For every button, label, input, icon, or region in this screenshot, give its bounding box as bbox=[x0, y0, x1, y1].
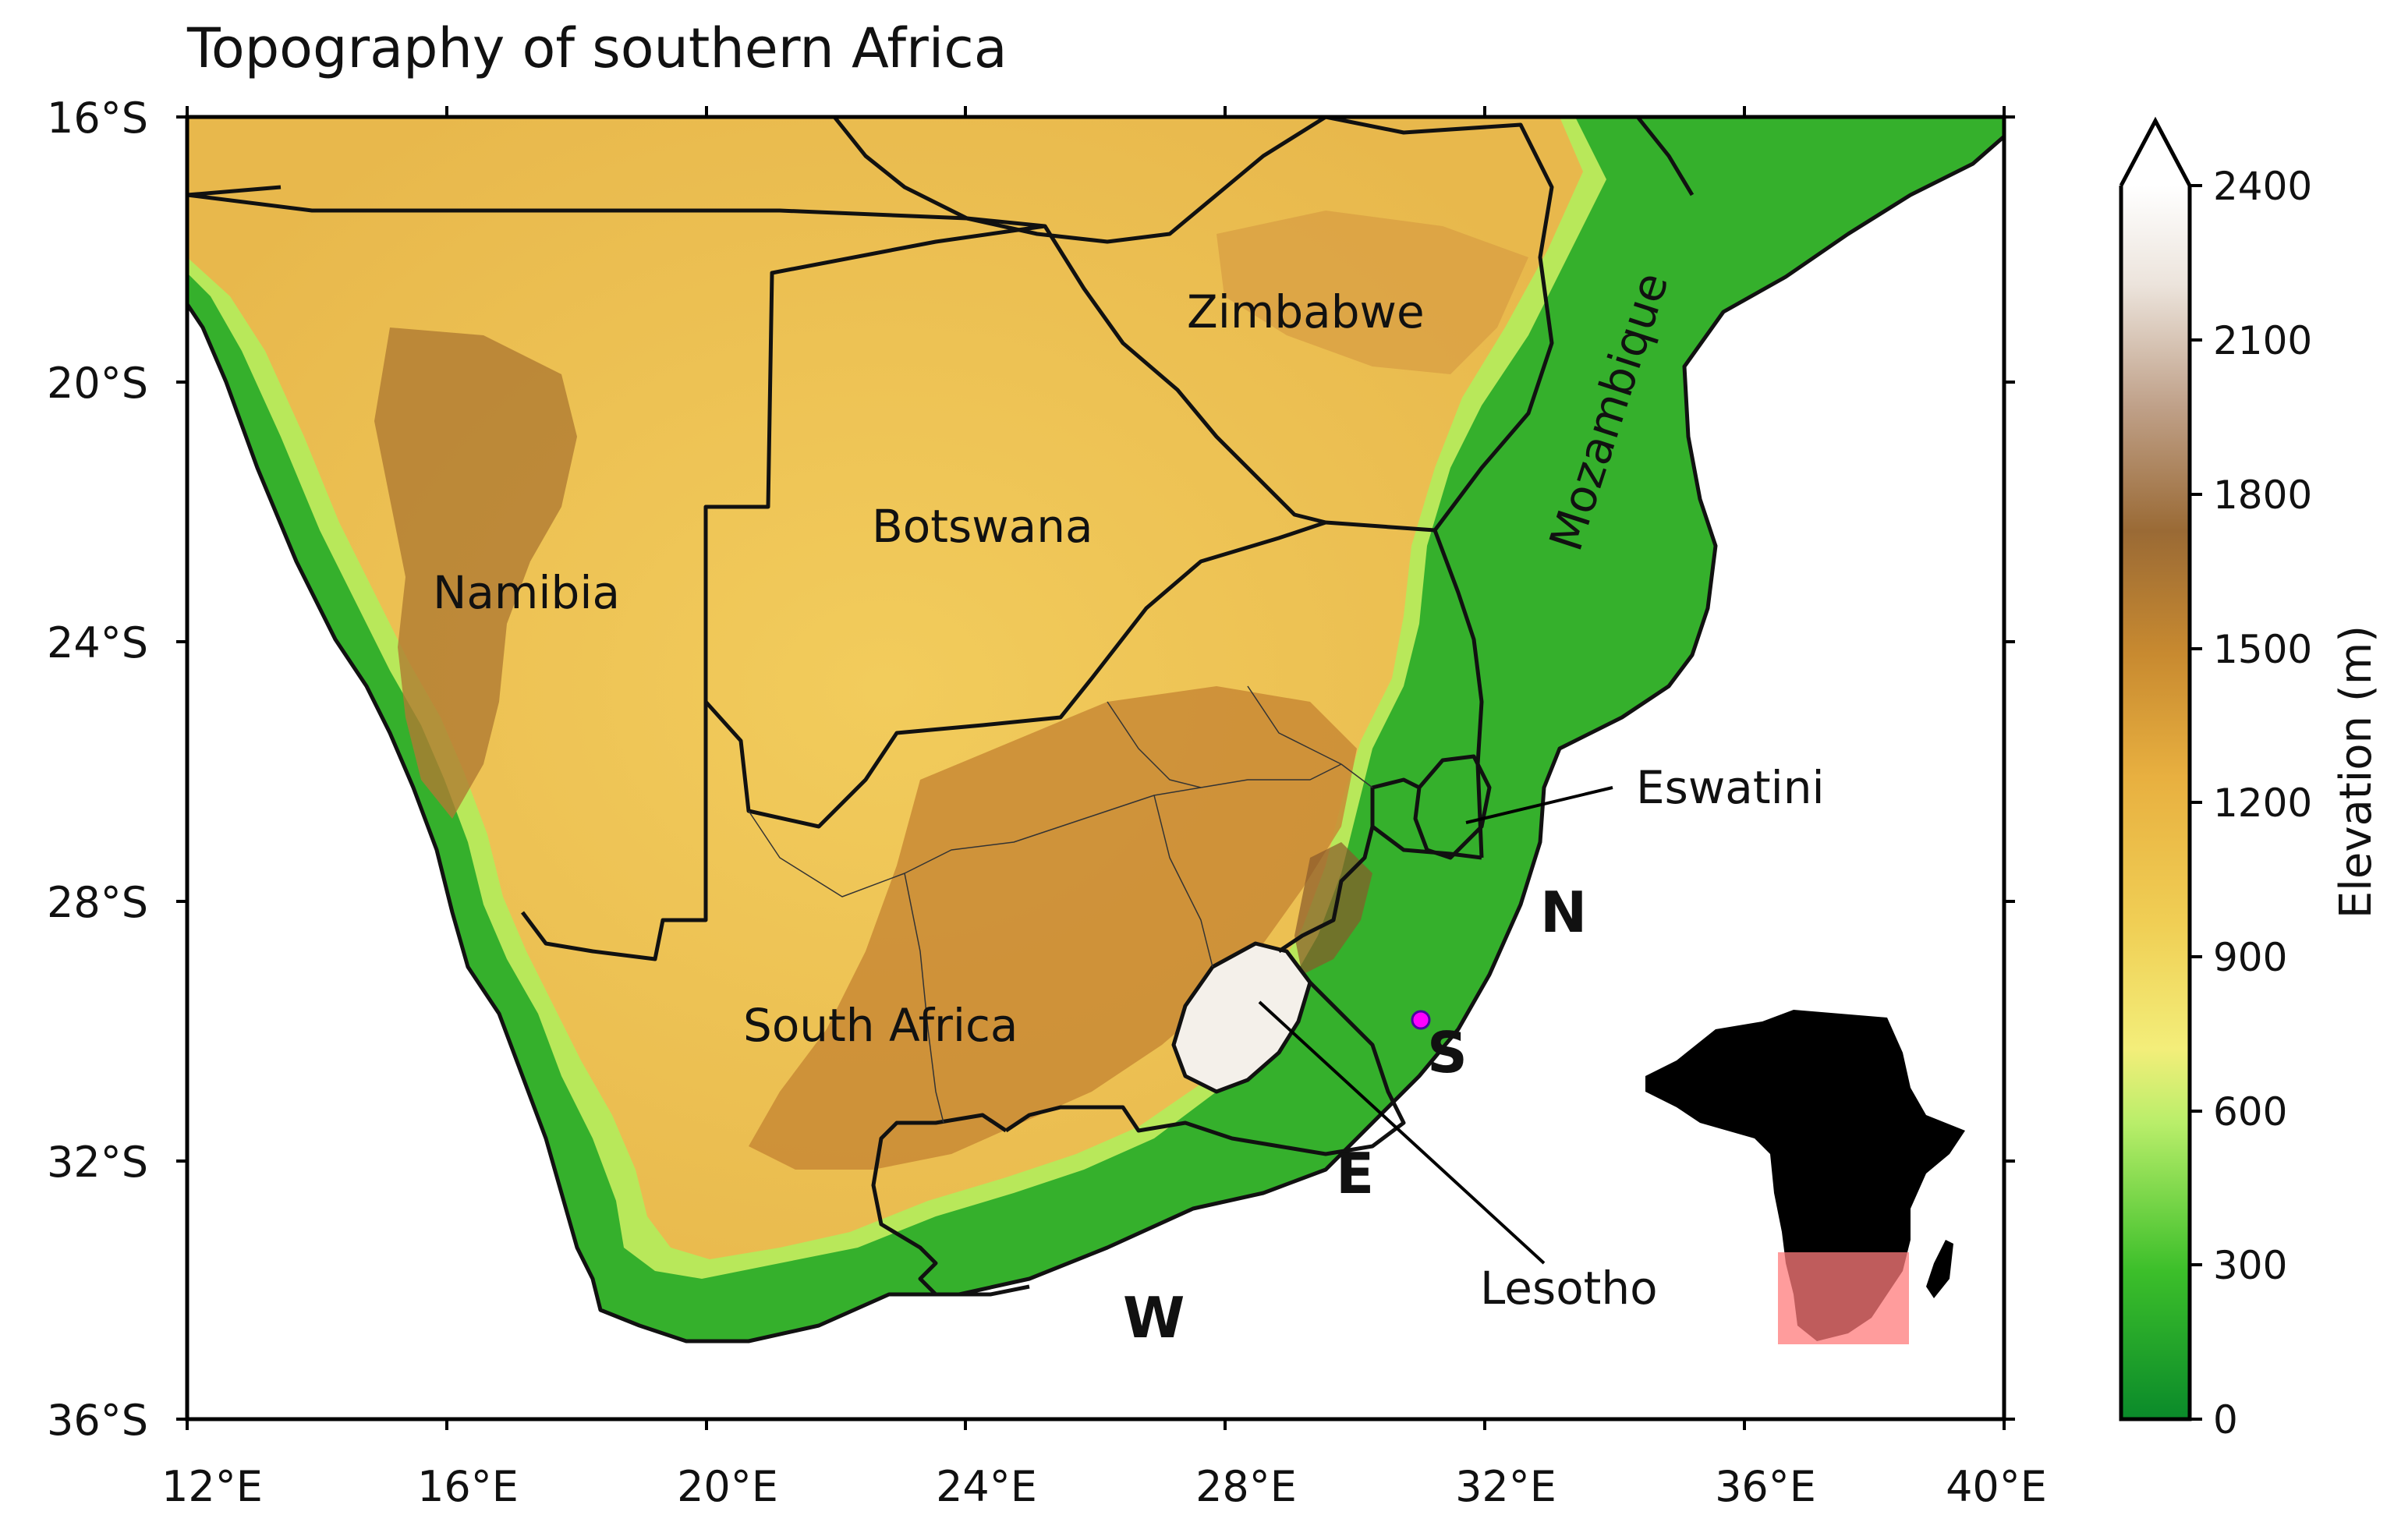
border-lesotho bbox=[1171, 941, 1312, 1094]
station-marker bbox=[1411, 1010, 1431, 1030]
border-botswana-zimbabwe bbox=[1043, 225, 1326, 525]
lat-tick-label: 28°S bbox=[47, 878, 148, 927]
colorbar-gradient bbox=[2121, 186, 2190, 1419]
lat-axis: 16°S 20°S 24°S 28°S 32°S 36°S bbox=[47, 94, 2015, 1445]
border-malawi bbox=[1636, 115, 1695, 196]
border-zambia-angola bbox=[833, 115, 969, 221]
border-eastern-cape bbox=[1004, 981, 1406, 1156]
lon-tick-label: 12°E bbox=[161, 1462, 263, 1511]
lat-tick-label: 32°S bbox=[47, 1138, 148, 1187]
border-eswatini bbox=[1413, 754, 1492, 860]
lon-axis: 12°E 16°E 20°E 24°E 28°E 32°E 36°E 40°E bbox=[161, 106, 2047, 1511]
lon-tick-label: 32°E bbox=[1455, 1462, 1556, 1511]
colorbar-tick-label: 2100 bbox=[2213, 318, 2312, 363]
map-frame bbox=[185, 115, 2006, 1421]
region-e: E bbox=[1336, 1141, 1374, 1206]
border-zambia-zimbabwe bbox=[966, 115, 1327, 244]
map-title: Topography of southern Africa bbox=[186, 16, 1008, 80]
madagascar bbox=[1926, 1240, 1953, 1298]
country-borders bbox=[185, 115, 2006, 1344]
label-zimbabwe: Zimbabwe bbox=[1187, 285, 1425, 338]
africa-inset bbox=[1645, 1010, 1965, 1344]
leader-lines bbox=[1258, 786, 1613, 1265]
border-kzn-west bbox=[1277, 826, 1375, 954]
label-namibia: Namibia bbox=[433, 566, 620, 619]
colorbar: 0 300 600 900 1200 1500 1800 2100 2400 E… bbox=[2119, 116, 2382, 1443]
colorbar-tick-label: 0 bbox=[2213, 1397, 2238, 1443]
colorbar-tick-label: 1800 bbox=[2213, 473, 2312, 518]
colorbar-tick-label: 900 bbox=[2213, 935, 2287, 980]
land-highveld bbox=[749, 686, 1357, 1170]
inset-highlight-box bbox=[1778, 1252, 1909, 1344]
label-lesotho: Lesotho bbox=[1480, 1262, 1658, 1315]
label-botswana: Botswana bbox=[872, 500, 1093, 553]
label-eswatini: Eswatini bbox=[1636, 761, 1825, 814]
land-zimbabwe-highveld bbox=[1216, 211, 1528, 374]
colorbar-tick-label: 300 bbox=[2213, 1243, 2287, 1288]
border-zimbabwe-mozambique bbox=[1325, 115, 1554, 533]
colorbar-tick-label: 1500 bbox=[2213, 627, 2312, 672]
border-western-cape bbox=[871, 1113, 1030, 1297]
label-south-africa: South Africa bbox=[743, 999, 1018, 1052]
colorbar-ticks bbox=[2190, 184, 2202, 1421]
eswatini-leader bbox=[1465, 786, 1613, 824]
lon-tick-label: 40°E bbox=[1946, 1462, 2047, 1511]
border-namibia-north bbox=[186, 185, 282, 197]
lon-tick-label: 28°E bbox=[1195, 1462, 1297, 1511]
border-namibia-botswana bbox=[186, 193, 1047, 961]
lesotho-leader bbox=[1258, 1000, 1546, 1265]
lon-tick-label: 24°E bbox=[936, 1462, 1037, 1511]
colorbar-tick-label: 600 bbox=[2213, 1089, 2287, 1135]
land-namibia-highlands bbox=[374, 327, 577, 819]
lat-tick-label: 36°S bbox=[47, 1396, 148, 1445]
provincial-borders bbox=[748, 685, 1373, 1124]
region-w: W bbox=[1123, 1285, 1185, 1351]
border-mozambique-southafrica bbox=[1433, 529, 1484, 859]
lon-tick-label: 16°E bbox=[417, 1462, 519, 1511]
colorbar-label: Elevation (m) bbox=[2331, 625, 2382, 919]
lat-tick-label: 20°S bbox=[47, 359, 148, 408]
colorbar-tick-label: 2400 bbox=[2213, 164, 2312, 209]
colorbar-tick-labels: 0 300 600 900 1200 1500 1800 2100 2400 bbox=[2213, 164, 2312, 1443]
colorbar-tick-label: 1200 bbox=[2213, 781, 2312, 826]
region-labels: W E S N bbox=[1123, 880, 1587, 1351]
region-n: N bbox=[1540, 880, 1587, 945]
lat-tick-label: 16°S bbox=[47, 94, 148, 143]
lon-tick-label: 36°E bbox=[1715, 1462, 1816, 1511]
lon-tick-label: 20°E bbox=[677, 1462, 778, 1511]
land-layer bbox=[187, 117, 2004, 1341]
lat-tick-label: 24°S bbox=[47, 618, 148, 667]
land-drakensberg bbox=[1294, 842, 1372, 975]
colorbar-extend-arrow bbox=[2119, 116, 2192, 187]
coastline bbox=[185, 135, 2006, 1344]
region-s: S bbox=[1427, 1020, 1468, 1085]
